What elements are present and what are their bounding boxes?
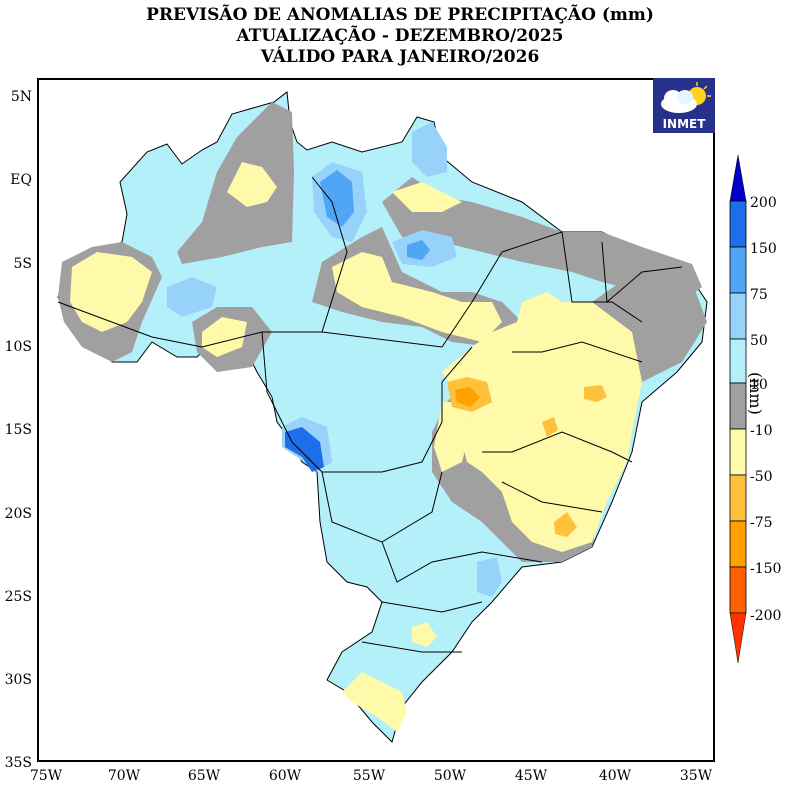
map-title-line2: ATUALIZAÇÃO - DEZEMBRO/2025 bbox=[236, 26, 564, 46]
colorbar-label-10: 10 bbox=[750, 377, 768, 393]
y-tick-20s: 20S bbox=[4, 506, 32, 522]
map-title-line3: VÁLIDO PARA JANEIRO/2026 bbox=[260, 47, 540, 67]
cloud-sun-icon bbox=[661, 82, 711, 113]
x-tick-70w: 70W bbox=[107, 768, 141, 784]
map-title-line1: PREVISÃO DE ANOMALIAS DE PRECIPITAÇÃO (m… bbox=[146, 5, 654, 25]
y-tick-5s: 5S bbox=[13, 256, 33, 272]
colorbar-label-150: 150 bbox=[750, 241, 777, 257]
colorbar-label-neg150: -150 bbox=[750, 561, 782, 577]
y-tick-eq: EQ bbox=[10, 172, 32, 188]
colorbar-label-200: 200 bbox=[750, 195, 777, 211]
x-tick-50w: 50W bbox=[433, 768, 467, 784]
y-tick-15s: 15S bbox=[4, 422, 32, 438]
x-tick-65w: 65W bbox=[187, 768, 221, 784]
x-tick-45w: 45W bbox=[514, 768, 548, 784]
y-tick-35s: 35S bbox=[4, 755, 32, 771]
colorbar-label-neg50: -50 bbox=[750, 469, 773, 485]
x-tick-35w: 35W bbox=[679, 768, 713, 784]
y-tick-10s: 10S bbox=[4, 339, 32, 355]
y-tick-30s: 30S bbox=[4, 672, 32, 688]
colorbar-label-neg10: -10 bbox=[750, 423, 773, 439]
colorbar-label-75: 75 bbox=[750, 287, 768, 303]
x-tick-55w: 55W bbox=[352, 768, 386, 784]
inmet-logo: INMET bbox=[653, 78, 715, 133]
colorbar-label-50: 50 bbox=[750, 333, 768, 349]
y-tick-5n: 5N bbox=[10, 89, 32, 105]
y-tick-25s: 25S bbox=[4, 589, 32, 605]
map-plot-area bbox=[37, 78, 715, 762]
anomaly-map bbox=[57, 91, 708, 743]
logo-text: INMET bbox=[662, 117, 706, 131]
colorbar-unit: (mm) bbox=[746, 372, 765, 415]
colorbar bbox=[729, 155, 747, 664]
x-tick-40w: 40W bbox=[598, 768, 632, 784]
colorbar-label-neg200: -200 bbox=[750, 608, 782, 624]
colorbar-label-neg75: -75 bbox=[750, 515, 773, 531]
x-tick-60w: 60W bbox=[268, 768, 302, 784]
x-tick-75w: 75W bbox=[29, 768, 63, 784]
